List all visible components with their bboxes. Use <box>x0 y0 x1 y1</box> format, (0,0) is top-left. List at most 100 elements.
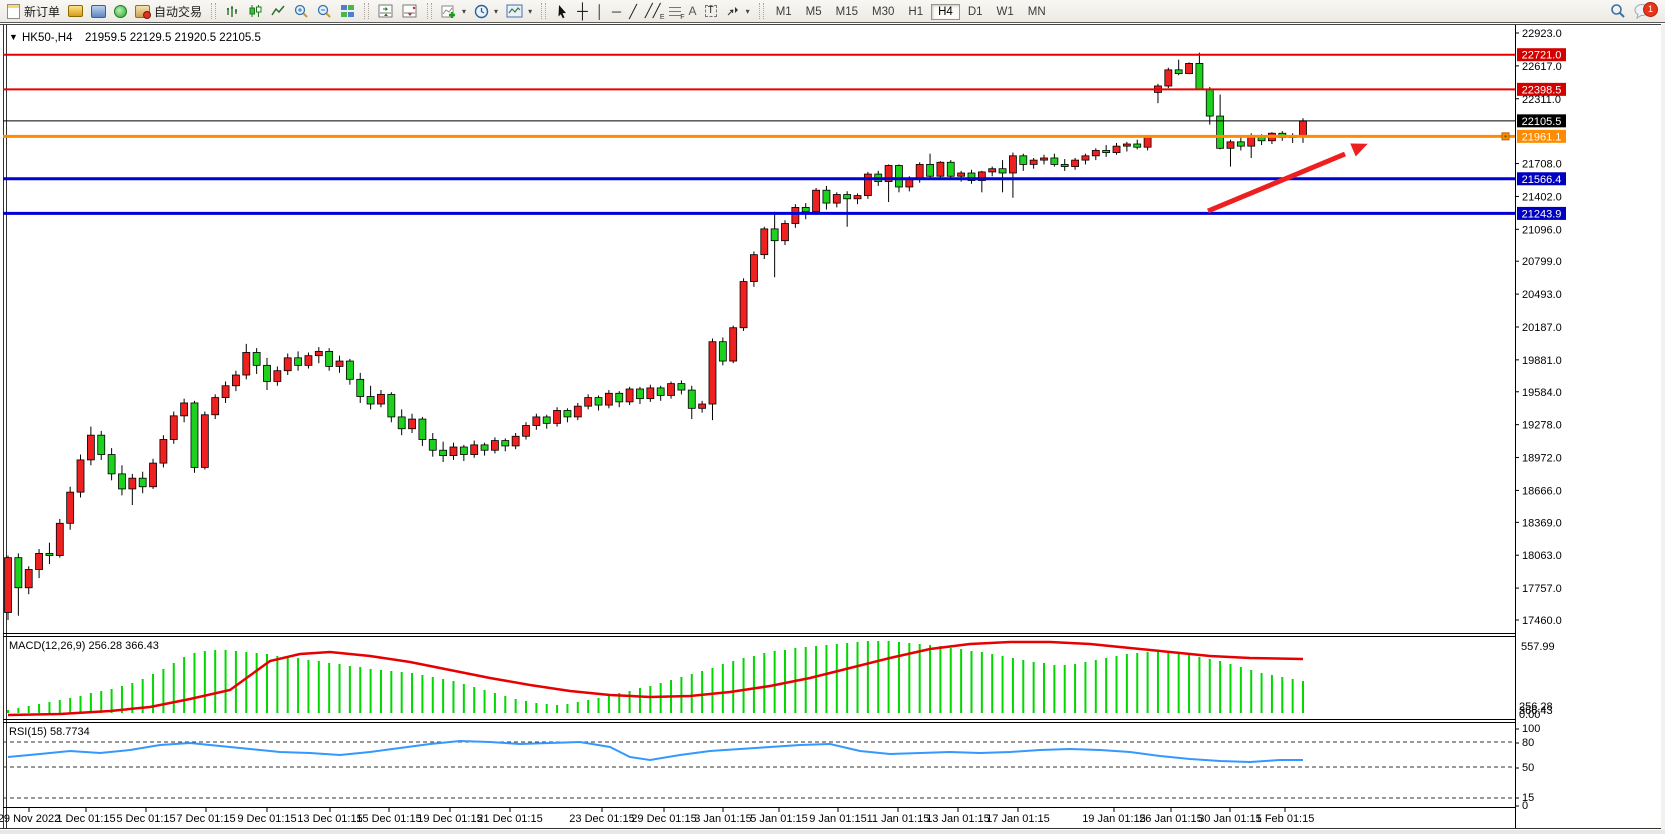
line-drag-handle-dot <box>1504 135 1507 138</box>
candle-body <box>832 194 841 204</box>
candlestick-button[interactable] <box>244 1 267 22</box>
price-badge-label: 21566.4 <box>1522 174 1562 186</box>
candle-body <box>708 341 717 405</box>
candle-body <box>718 341 727 362</box>
chat-button[interactable]: 1 <box>1630 1 1662 22</box>
cursor-tool-button[interactable] <box>551 1 573 22</box>
vertical-line-tool-button[interactable]: │ <box>592 1 608 22</box>
candle-body <box>1122 143 1131 147</box>
rsi-axis-label: 100 <box>1522 723 1540 735</box>
candle-body <box>200 414 209 468</box>
channel-tool-button[interactable]: ╱╱ E <box>641 1 665 22</box>
candle-body <box>221 385 230 398</box>
market-watch-button[interactable] <box>64 1 87 22</box>
fibonacci-tool-button[interactable]: F <box>665 1 685 22</box>
window-right-strip <box>1661 24 1665 830</box>
candle-body <box>263 364 271 382</box>
candle-body <box>66 491 75 524</box>
tile-windows-icon <box>341 5 355 17</box>
add-indicator-button[interactable]: ▾ <box>437 1 470 22</box>
tab-timeframe-h4[interactable]: H4 <box>931 4 960 20</box>
crosshair-tool-button[interactable]: ┼ <box>573 1 592 22</box>
tab-timeframe-m30[interactable]: M30 <box>872 6 895 18</box>
line-chart-button[interactable] <box>267 1 290 22</box>
candle-body <box>698 403 707 409</box>
signals-button[interactable] <box>110 1 131 22</box>
date-label: 30 Jan 01:15 <box>1198 813 1262 825</box>
trend-arrow-head <box>1350 143 1368 157</box>
label-tool-button[interactable]: T <box>701 1 721 22</box>
bar-chart-icon <box>227 6 238 17</box>
date-label: 13 Jan 01:15 <box>926 813 990 825</box>
date-label: 13 Dec 01:15 <box>297 813 362 825</box>
candle-body <box>1143 136 1152 148</box>
candle-body <box>781 223 789 242</box>
equidistant-channel-icon: ╱╱ E <box>644 3 665 21</box>
candle-body <box>211 397 220 416</box>
tile-windows-button[interactable] <box>336 1 359 22</box>
chart-symbol-title: HK50-,H4 <box>22 32 73 44</box>
clock-icon <box>474 4 489 18</box>
axis-tick-label: 20493.0 <box>1522 289 1562 301</box>
tab-timeframe-m1[interactable]: M1 <box>775 6 792 18</box>
autotrading-icon <box>135 4 152 19</box>
macd-value-label: 0.00 <box>1519 709 1540 721</box>
candle-body <box>573 405 582 418</box>
axis-tick-label: 22923.0 <box>1522 28 1562 40</box>
trendline-tool-button[interactable]: ╱ <box>625 1 641 22</box>
period-button[interactable]: ▾ <box>470 1 502 22</box>
market-watch-icon <box>68 5 84 17</box>
candle-body <box>1102 150 1111 153</box>
tab-timeframe-d1[interactable]: D1 <box>967 6 983 18</box>
candle-body <box>314 350 323 357</box>
candle-body <box>843 194 852 200</box>
new-order-button[interactable]: 新订单 <box>3 1 64 22</box>
zoom-out-button[interactable] <box>313 1 336 22</box>
candle-body <box>470 444 479 455</box>
arrows-tool-button[interactable]: ▾ <box>721 1 754 22</box>
tab-timeframe-h1[interactable]: H1 <box>908 6 924 18</box>
autotrading-button[interactable]: 自动交易 <box>131 1 206 22</box>
indicator-window-button[interactable] <box>374 1 398 22</box>
price-badge <box>1517 129 1566 143</box>
macd-axis-max-label: 557.99 <box>1521 641 1555 653</box>
chart-background <box>0 24 1665 834</box>
candle-body <box>988 168 997 173</box>
toolbar-separator <box>427 3 433 19</box>
crosshair-icon: ┼ <box>577 2 588 20</box>
candle-body <box>180 402 189 417</box>
candle-body <box>1247 136 1256 147</box>
autotrading-label: 自动交易 <box>154 4 203 19</box>
tab-timeframe-m15[interactable]: M15 <box>835 6 859 18</box>
text-tool-button[interactable]: A <box>685 1 701 22</box>
candle-body <box>480 444 489 451</box>
axis-tick-label: 22311.0 <box>1522 94 1561 106</box>
candle-body <box>252 352 261 366</box>
trend-arrow[interactable] <box>1207 151 1346 214</box>
horizontal-line-tool-button[interactable]: ─ <box>608 1 625 22</box>
bar-chart-button[interactable] <box>221 1 244 22</box>
zoom-in-icon <box>294 4 308 18</box>
price-badge <box>1517 82 1566 96</box>
tab-timeframe-m5[interactable]: M5 <box>805 6 822 18</box>
zoom-in-button[interactable] <box>290 1 313 22</box>
search-button[interactable] <box>1606 1 1630 22</box>
candle-body <box>1091 150 1100 157</box>
rsi-axis-label: 15 <box>1522 792 1534 804</box>
signals-icon <box>114 4 128 18</box>
collapse-triangle-icon[interactable]: ▼ <box>9 32 18 42</box>
template-button[interactable]: ▾ <box>502 1 536 22</box>
tab-timeframe-mn[interactable]: MN <box>1027 6 1046 18</box>
axis-tick-label: 17757.0 <box>1522 583 1562 595</box>
candle-body <box>542 416 551 424</box>
candle-body <box>387 393 396 418</box>
price-badge <box>1517 206 1566 220</box>
data-window-button[interactable] <box>87 1 110 22</box>
tab-timeframe-w1[interactable]: W1 <box>996 6 1014 18</box>
indicator-window-remove-button[interactable] <box>398 1 422 22</box>
candle-body <box>1216 115 1225 149</box>
candle-body <box>1133 143 1142 148</box>
candle-body <box>24 569 33 589</box>
